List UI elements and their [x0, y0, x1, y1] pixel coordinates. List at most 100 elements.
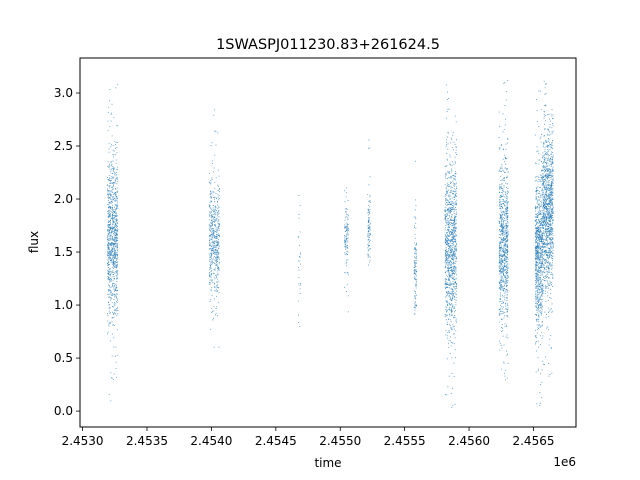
data-point	[550, 252, 552, 254]
data-point	[445, 84, 447, 86]
data-point	[445, 165, 447, 167]
data-point	[217, 255, 219, 257]
data-point	[549, 229, 551, 231]
data-point	[540, 218, 542, 220]
data-point	[445, 227, 447, 229]
data-point	[542, 324, 543, 326]
data-point	[446, 310, 448, 312]
data-point	[108, 230, 110, 232]
data-point	[455, 213, 457, 215]
data-point	[539, 248, 541, 250]
data-point	[368, 249, 370, 251]
data-point	[213, 114, 215, 116]
data-point	[110, 279, 112, 281]
data-point	[447, 332, 449, 334]
data-point	[548, 130, 550, 132]
data-point	[543, 196, 545, 198]
data-point	[111, 225, 113, 227]
data-point	[415, 244, 417, 246]
data-point	[213, 249, 215, 251]
data-point	[109, 271, 111, 272]
data-point	[209, 259, 210, 261]
data-point	[298, 277, 300, 278]
data-point	[540, 283, 541, 285]
data-point	[541, 210, 543, 212]
data-point	[537, 229, 539, 231]
data-point	[535, 247, 537, 249]
data-point	[299, 253, 301, 255]
data-point	[454, 255, 455, 257]
data-point	[547, 229, 548, 231]
data-point	[542, 292, 544, 294]
data-point	[367, 233, 369, 235]
data-point	[501, 224, 503, 226]
data-point	[368, 139, 370, 141]
data-point	[116, 206, 118, 207]
data-point	[547, 168, 549, 169]
data-point	[549, 233, 551, 235]
data-point	[454, 292, 456, 294]
data-point	[414, 252, 415, 254]
data-point	[505, 277, 507, 278]
data-point	[545, 178, 547, 180]
data-point	[217, 256, 219, 258]
data-point	[451, 228, 452, 230]
data-point	[507, 309, 509, 310]
data-point	[449, 313, 451, 315]
data-point	[538, 325, 540, 327]
data-point	[498, 252, 500, 254]
data-point	[218, 346, 220, 348]
data-point	[107, 188, 108, 190]
data-point	[114, 237, 116, 239]
data-point	[501, 272, 503, 273]
data-point	[455, 255, 457, 257]
data-point	[215, 245, 216, 247]
data-point	[446, 219, 448, 221]
data-point	[108, 197, 110, 198]
data-point	[447, 251, 449, 253]
data-point	[113, 309, 115, 311]
data-point	[110, 279, 112, 280]
data-point	[445, 211, 447, 212]
data-point	[445, 218, 447, 220]
data-point	[449, 264, 451, 266]
data-point	[536, 206, 538, 208]
data-point	[444, 255, 446, 257]
data-point	[549, 338, 551, 340]
data-point	[548, 155, 550, 156]
data-point	[114, 245, 116, 247]
data-point	[212, 252, 214, 254]
data-point	[446, 286, 448, 288]
data-point	[498, 288, 500, 289]
data-point	[107, 242, 109, 244]
data-point	[447, 251, 448, 252]
data-point	[212, 311, 213, 312]
data-point	[107, 247, 109, 248]
data-point	[504, 282, 506, 284]
data-point	[542, 291, 544, 293]
data-point	[451, 276, 453, 278]
data-point	[115, 147, 116, 149]
data-point	[541, 397, 543, 398]
data-point	[345, 245, 347, 247]
data-point	[545, 105, 547, 107]
data-point	[537, 370, 539, 372]
data-point	[541, 166, 543, 168]
data-point	[545, 186, 547, 188]
data-point	[547, 291, 549, 293]
data-point	[450, 252, 451, 254]
data-point	[500, 170, 501, 172]
data-point	[542, 273, 544, 275]
data-point	[444, 195, 446, 197]
data-point	[537, 270, 539, 272]
data-point	[109, 293, 111, 295]
data-point	[538, 225, 540, 227]
data-point	[115, 284, 117, 286]
data-point	[451, 232, 452, 234]
data-point	[215, 231, 216, 232]
data-point	[108, 256, 110, 258]
data-point	[344, 239, 345, 241]
data-point	[449, 293, 450, 295]
data-point	[500, 250, 501, 252]
data-point	[108, 279, 110, 280]
